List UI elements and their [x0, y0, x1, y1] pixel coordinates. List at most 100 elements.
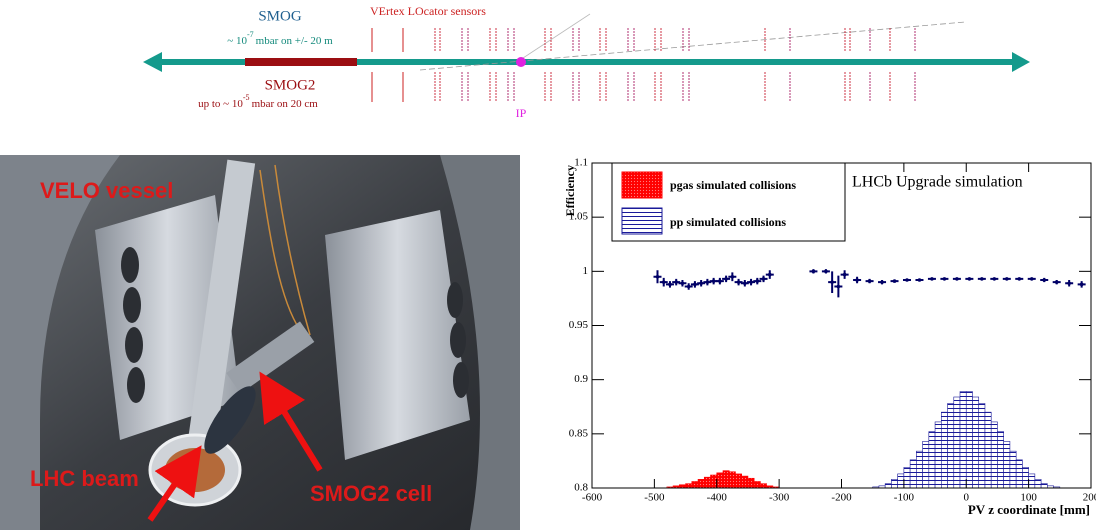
- x-tick-label: 0: [964, 492, 970, 504]
- vessel-wall: [0, 155, 120, 530]
- y-tick-label: 1.1: [574, 157, 588, 169]
- photo-label: LHC beam: [30, 466, 139, 491]
- histogram-bar: [953, 396, 961, 489]
- histogram-bar: [965, 391, 973, 489]
- superscript: -5: [243, 93, 250, 102]
- smog2-cell-holder: [226, 321, 315, 394]
- beam-arrow-left: [143, 52, 162, 72]
- point-marker: [699, 281, 703, 286]
- efficiency-chart: -600 -500 -400 -300 -200 -100 0 100 200 0.8 0.85 0.…: [563, 157, 1096, 517]
- point-marker: [661, 280, 666, 284]
- point-marker: [892, 279, 897, 283]
- y-tick-label: 0.85: [569, 427, 589, 439]
- x-tick-label: -300: [769, 492, 790, 504]
- histogram-bar: [1009, 450, 1017, 489]
- point-marker: [730, 274, 735, 279]
- point-marker: [867, 279, 872, 283]
- histogram-bar: [959, 391, 967, 489]
- histogram-bar: [1003, 441, 1011, 489]
- photo-label: SMOG2 cell: [310, 481, 432, 506]
- histogram-bar: [940, 411, 948, 489]
- histogram-bar: [990, 421, 998, 489]
- interaction-point: [516, 57, 526, 67]
- histogram-bar: [997, 431, 1004, 489]
- histogram-bar: [978, 403, 986, 489]
- point-marker: [980, 277, 984, 281]
- text-part: ~ 10: [227, 35, 247, 47]
- point-marker: [880, 280, 884, 284]
- support-rail: [182, 159, 256, 481]
- legend-swatch: [621, 171, 663, 199]
- point-marker: [718, 279, 722, 283]
- arrow: [259, 371, 323, 472]
- legend-label: pgas simulated collisions: [670, 178, 796, 192]
- text-part: up to ~ 10: [198, 98, 243, 110]
- vessel-wall: [440, 155, 520, 530]
- cables: [259, 164, 311, 336]
- point-marker: [1054, 280, 1059, 284]
- arrow: [147, 445, 202, 522]
- acceptance-line: [419, 21, 966, 71]
- histogram-bar: [735, 473, 743, 489]
- histogram-bar: [984, 411, 992, 489]
- point-marker: [1079, 282, 1084, 287]
- histogram-bar: [934, 421, 942, 489]
- point-marker: [842, 272, 847, 277]
- velo-sensors: [371, 28, 916, 102]
- point-marker: [1017, 277, 1022, 281]
- beam-arrow-right: [1012, 52, 1030, 72]
- point-marker: [930, 277, 934, 281]
- point-marker: [1029, 277, 1034, 281]
- histogram-bar: [1040, 483, 1048, 489]
- point-marker: [736, 280, 741, 284]
- histogram-bar: [947, 403, 955, 489]
- axes: -600 -500 -400 -300 -200 -100 0 100 200 0.8 0.85 0.…: [569, 157, 1096, 504]
- histogram-bar: [1015, 459, 1023, 489]
- point-marker: [680, 281, 685, 286]
- histogram-bar: [753, 481, 761, 489]
- point-marker: [755, 279, 760, 283]
- point-marker: [942, 277, 947, 281]
- histogram-bar: [747, 477, 755, 489]
- histogram-bar: [922, 441, 930, 489]
- histogram-bar: [703, 476, 711, 489]
- histogram-bar: [897, 473, 905, 489]
- histogram-bar: [722, 470, 730, 489]
- histogram-bar: [710, 474, 718, 489]
- point-marker: [1042, 278, 1047, 282]
- ip-label: IP: [516, 106, 527, 120]
- point-marker: [955, 277, 959, 281]
- y-tick-label: 1.05: [569, 211, 589, 223]
- histogram-bar: [741, 475, 749, 489]
- point-marker: [761, 277, 766, 281]
- photo-label: VELO vessel: [40, 178, 173, 203]
- x-tick-label: -400: [707, 492, 728, 504]
- point-marker: [724, 277, 728, 281]
- point-marker: [1067, 281, 1071, 286]
- smog-title: SMOG: [258, 8, 302, 24]
- smog2-region: [245, 58, 357, 66]
- velo-module-right: [325, 210, 470, 460]
- point-marker: [917, 278, 922, 282]
- velo-label: VErtex LOcator sensors: [370, 4, 486, 18]
- point-marker: [830, 280, 834, 284]
- y-tick-label: 0.95: [569, 319, 589, 331]
- histogram-bar: [685, 483, 693, 489]
- legend-label: pp simulated collisions: [670, 215, 786, 229]
- point-marker: [824, 269, 828, 274]
- y-tick-label: 0.8: [574, 482, 588, 494]
- point-marker: [686, 284, 691, 289]
- y-tick-label: 0.9: [574, 373, 588, 385]
- histogram-bar: [760, 483, 767, 489]
- velo-photo: VELO vessel LHC beam SMOG2 cell: [0, 155, 520, 530]
- point-marker: [674, 280, 679, 284]
- histogram-bar: [1022, 467, 1029, 489]
- bellows: [204, 386, 256, 454]
- histogram-bar: [1034, 479, 1042, 489]
- point-marker: [749, 280, 753, 284]
- x-tick-label: -200: [831, 492, 852, 504]
- histogram-bar: [728, 471, 736, 489]
